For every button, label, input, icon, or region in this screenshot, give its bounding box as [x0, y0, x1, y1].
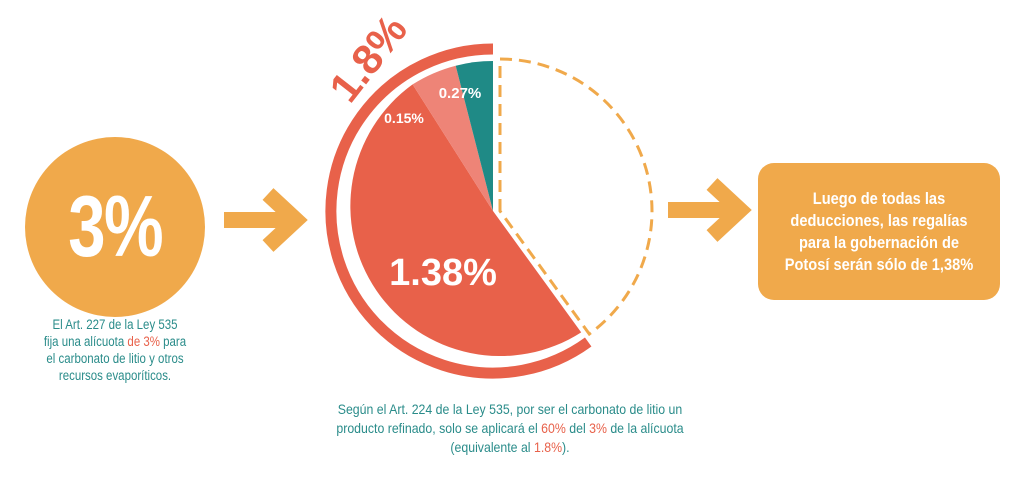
desc-text: fija una alícuota	[43, 334, 128, 349]
unapplied-slice	[498, 57, 654, 337]
desc-text: para	[159, 334, 187, 349]
desc-text: de la alícuota	[606, 420, 684, 436]
desc-highlight: 1.8%	[533, 439, 563, 455]
desc-line: producto refinado, solo se aplicará el 6…	[299, 419, 721, 438]
desc-highlight: de 3%	[127, 334, 160, 349]
desc-line: recursos evaporíticos.	[58, 368, 172, 383]
result-box: Luego de todas las deducciones, las rega…	[758, 163, 1000, 300]
desc-line: El Art. 227 de la Ley 535	[52, 317, 178, 332]
desc-text: (equivalente al	[450, 439, 534, 455]
desc-highlight: 3%	[589, 420, 607, 436]
slice-1-38	[350, 84, 582, 357]
desc-text: producto refinado, solo se aplicará el	[336, 420, 542, 436]
arrow-right-icon	[224, 188, 308, 252]
outer-arc-1-8	[325, 43, 592, 379]
arrow-right-icon	[668, 178, 752, 242]
label-1-38: 1.38%	[389, 252, 497, 294]
desc-text: ).	[562, 439, 570, 455]
desc-line: (equivalente al 1.8%).	[299, 438, 721, 457]
aliquot-value: 3%	[68, 178, 163, 275]
aliquot-circle: 3%	[25, 137, 205, 317]
desc-line: el carbonato de litio y otros	[46, 351, 184, 366]
desc-line: fija una alícuota de 3% para	[30, 333, 200, 350]
label-0-15: 0.15%	[384, 110, 424, 126]
bottom-description: Según el Art. 224 de la Ley 535, por ser…	[299, 400, 721, 457]
desc-text: del	[565, 420, 590, 436]
label-0-27: 0.27%	[439, 85, 482, 102]
left-description: El Art. 227 de la Ley 535 fija una alícu…	[30, 316, 200, 384]
slice-0-15	[412, 65, 493, 211]
desc-line: Según el Art. 224 de la Ley 535, por ser…	[337, 401, 683, 417]
slice-0-27	[455, 60, 493, 211]
desc-highlight: 60%	[541, 420, 566, 436]
result-text: Luego de todas las deducciones, las rega…	[784, 188, 974, 274]
